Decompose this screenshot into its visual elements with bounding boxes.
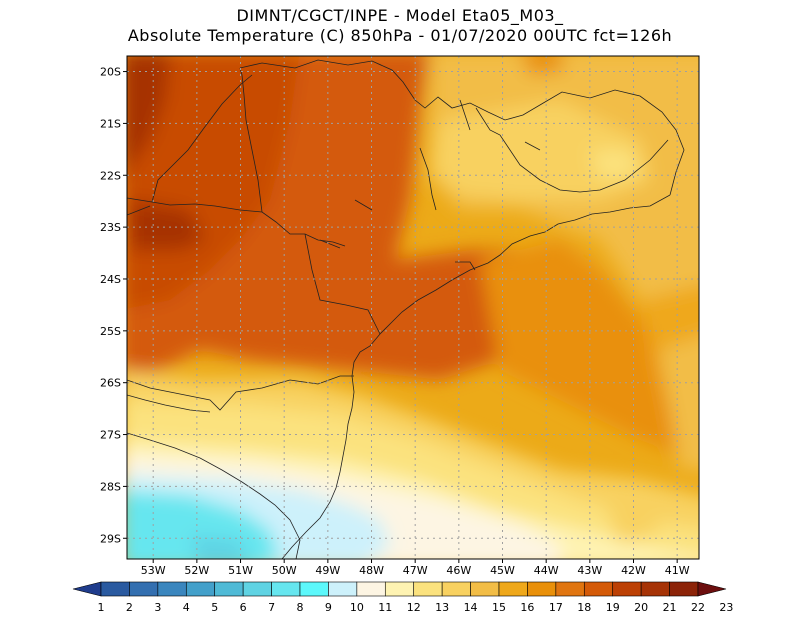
colorbar-label: 9 (325, 601, 332, 614)
latitude-label: 21S (100, 117, 121, 130)
colorbar-boxes (72, 581, 727, 597)
longitude-label: 53W (141, 564, 166, 577)
colorbar-label: 16 (520, 601, 534, 614)
colorbar-label: 5 (211, 601, 218, 614)
longitude-label: 47W (403, 564, 428, 577)
colorbar-label: 6 (240, 601, 247, 614)
map-title-line-2: Absolute Temperature (C) 850hPa - 01/07/… (127, 26, 673, 45)
colorbar-box (100, 581, 130, 597)
longitude-label: 43W (577, 564, 602, 577)
latitude-label: 26S (100, 377, 121, 390)
colorbar-box (612, 581, 642, 597)
colorbar-label: 11 (378, 601, 392, 614)
colorbar-label: 12 (407, 601, 421, 614)
colorbar-arrow-low (72, 581, 102, 597)
colorbar-arrow-high (697, 581, 727, 597)
longitude-label: 48W (359, 564, 384, 577)
colorbar-box (498, 581, 528, 597)
map-title-line-1: DIMNT/CGCT/INPE - Model Eta05_M03_ (236, 6, 564, 25)
colorbar-box (669, 581, 699, 597)
borders-coastline (127, 59, 685, 559)
longitude-label: 52W (184, 564, 209, 577)
colorbar-box (527, 581, 557, 597)
colorbar-label: 10 (350, 601, 364, 614)
colorbar-label: 1 (98, 601, 105, 614)
colorbar-box (214, 581, 244, 597)
longitude-label: 45W (490, 564, 515, 577)
colorbar-box (271, 581, 301, 597)
colorbar-box (555, 581, 585, 597)
colorbar-box (129, 581, 159, 597)
colorbar-label: 23 (719, 601, 733, 614)
colorbar-label: 14 (464, 601, 478, 614)
longitude-label: 46W (446, 564, 471, 577)
longitude-label: 41W (665, 564, 690, 577)
colorbar-box (640, 581, 670, 597)
colorbar-labels: 1 2 3 4 5 6 7 8 9 10 11 12 13 14 15 16 17 18 19 20 21 22 23 (98, 601, 734, 614)
longitude-label: 51W (228, 564, 253, 577)
latitude-label: 29S (100, 532, 121, 545)
colorbar-label: 19 (606, 601, 620, 614)
latitude-label: 24S (100, 273, 121, 286)
colorbar-label: 3 (154, 601, 161, 614)
colorbar-box (242, 581, 272, 597)
latitude-labels: 20S 21S 22S 23S 24S 25S 26S 27S 28S 29S (100, 66, 127, 545)
colorbar-box (441, 581, 471, 597)
colorbar-label: 2 (126, 601, 133, 614)
colorbar-box (470, 581, 500, 597)
colorbar-label: 18 (577, 601, 591, 614)
colorbar-box (384, 581, 415, 597)
colorbar-box (583, 581, 614, 597)
colorbar-box (185, 581, 216, 597)
colorbar-box (356, 581, 386, 597)
latitude-label: 25S (100, 325, 121, 338)
colorbar-label: 8 (297, 601, 304, 614)
latitude-label: 27S (100, 429, 121, 442)
colorbar-label: 20 (634, 601, 648, 614)
colorbar-label: 7 (268, 601, 275, 614)
map-frame (126, 55, 700, 560)
longitude-labels: 53W 52W 51W 50W 49W 48W 47W 46W 45W 44W 43W 42W 41W (141, 559, 690, 577)
colorbar-box (328, 581, 358, 597)
colorbar-box (413, 581, 443, 597)
longitude-label: 42W (621, 564, 646, 577)
latitude-label: 28S (100, 480, 121, 493)
latitude-label: 22S (100, 169, 121, 182)
longitude-label: 44W (534, 564, 559, 577)
colorbar-label: 15 (492, 601, 506, 614)
colorbar-box (299, 581, 329, 597)
colorbar-label: 22 (691, 601, 705, 614)
colorbar-label: 17 (549, 601, 563, 614)
colorbar-label: 21 (663, 601, 677, 614)
longitude-label: 50W (272, 564, 297, 577)
longitude-label: 49W (315, 564, 340, 577)
colorbar-box (157, 581, 187, 597)
colorbar-label: 4 (183, 601, 190, 614)
colorbar-label: 13 (435, 601, 449, 614)
latitude-label: 20S (100, 66, 121, 79)
latitude-label: 23S (100, 221, 121, 234)
